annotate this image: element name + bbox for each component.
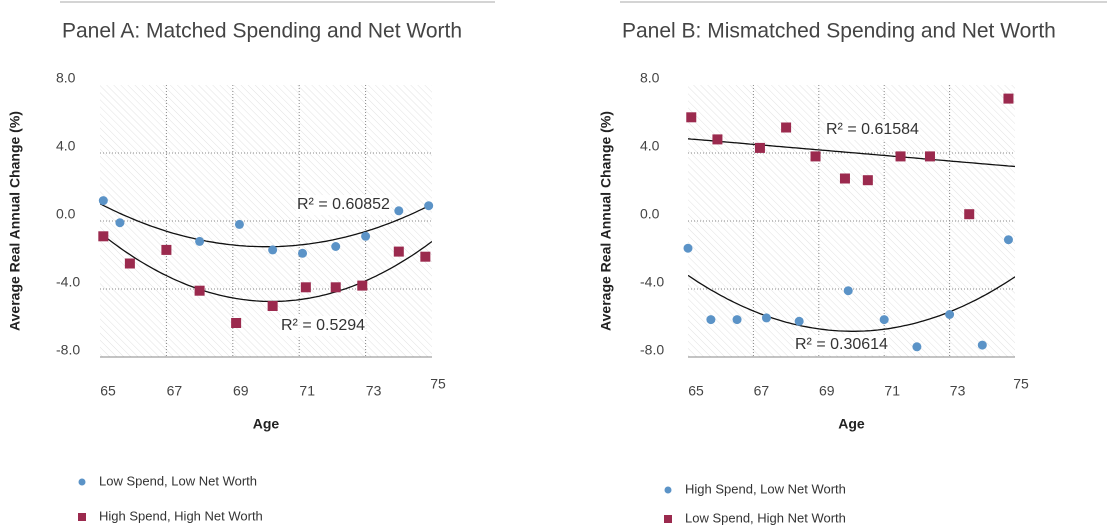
- y-axis-label: Average Real Annual Change (%): [598, 111, 614, 331]
- point: [924, 151, 935, 162]
- x-tick-label: 71: [299, 383, 315, 399]
- point: [161, 244, 172, 255]
- y-tick-label: -4.0: [56, 274, 80, 290]
- point: [977, 340, 987, 350]
- point: [98, 231, 109, 242]
- trend-line: [688, 274, 1015, 332]
- y-tick-label: -8.0: [640, 342, 664, 358]
- legend-label: High Spend, Low Net Worth: [685, 481, 846, 496]
- point: [424, 201, 434, 211]
- y-tick-label: 4.0: [640, 138, 660, 154]
- x-tick-label: 73: [366, 383, 382, 399]
- x-tick-label: 65: [100, 383, 116, 399]
- point: [754, 142, 765, 153]
- point: [1003, 235, 1013, 245]
- point: [330, 282, 341, 293]
- point: [267, 301, 278, 311]
- legend-marker: [78, 513, 86, 521]
- x-tick-label: 65: [688, 383, 704, 399]
- point: [810, 151, 821, 162]
- point: [357, 280, 368, 291]
- x-tick-label: 71: [884, 383, 900, 399]
- point: [732, 315, 742, 325]
- point: [781, 122, 792, 133]
- annotation: R² = 0.60852: [297, 196, 390, 213]
- annotation-bg: [280, 316, 367, 336]
- chart-title: Panel A: Matched Spending and Net Worth: [62, 20, 462, 43]
- point: [843, 286, 853, 296]
- chart-title: Panel B: Mismatched Spending and Net Wor…: [622, 20, 1056, 43]
- point: [300, 282, 311, 293]
- legend-marker: [664, 515, 672, 523]
- point: [794, 316, 804, 326]
- trend-line: [100, 203, 432, 248]
- point: [686, 112, 697, 123]
- y-tick-label: 8.0: [640, 70, 660, 86]
- point: [761, 313, 771, 323]
- trend-line: [688, 138, 1015, 168]
- legend-label: Low Spend, Low Net Worth: [99, 473, 257, 488]
- point: [393, 246, 404, 257]
- legend-label: High Spend, High Net Worth: [99, 508, 263, 523]
- point: [839, 173, 850, 184]
- y-tick-label: 0.0: [56, 206, 76, 222]
- x-tick-label: 67: [167, 383, 183, 399]
- point: [115, 218, 125, 228]
- point: [964, 209, 975, 220]
- y-tick-label: 0.0: [640, 206, 660, 222]
- x-tick-label: 69: [233, 383, 249, 399]
- annotation-bg: [825, 120, 920, 140]
- x-tick-label: 67: [754, 383, 770, 399]
- x-tick-label: 69: [819, 383, 835, 399]
- y-tick-label: 4.0: [56, 138, 76, 154]
- point: [912, 342, 922, 352]
- point: [234, 219, 244, 229]
- x-axis-label: Age: [253, 416, 280, 432]
- annotation-bg: [794, 335, 889, 355]
- point: [124, 258, 135, 269]
- legend-marker: [78, 478, 86, 486]
- y-axis-label: Average Real Annual Change (%): [7, 111, 23, 331]
- point: [298, 248, 308, 258]
- point: [712, 134, 723, 145]
- x-axis-label: Age: [838, 416, 865, 432]
- point: [706, 315, 716, 325]
- x-tick-label: 73: [950, 383, 966, 399]
- point: [361, 231, 371, 241]
- point: [683, 243, 693, 253]
- point: [420, 251, 431, 262]
- point: [98, 196, 108, 206]
- y-tick-label: -4.0: [640, 274, 664, 290]
- x-tick-label: 75: [1013, 376, 1029, 392]
- point: [195, 236, 205, 246]
- legend-marker: [664, 486, 672, 494]
- point: [945, 310, 955, 319]
- legend-label: Low Spend, High Net Worth: [685, 510, 846, 525]
- annotation: R² = 0.61584: [826, 121, 919, 138]
- x-tick-label: 75: [430, 376, 446, 392]
- y-tick-label: -8.0: [56, 342, 80, 358]
- point: [331, 242, 341, 251]
- point: [862, 175, 873, 186]
- point: [194, 285, 205, 296]
- annotation-bg: [296, 195, 391, 215]
- point: [231, 318, 242, 328]
- y-tick-label: 8.0: [56, 70, 76, 86]
- point: [879, 315, 889, 325]
- point: [394, 206, 404, 216]
- annotation: R² = 0.30614: [795, 336, 888, 353]
- point: [895, 151, 906, 162]
- point: [1003, 93, 1014, 104]
- point: [268, 245, 278, 255]
- trend-line: [100, 232, 432, 303]
- annotation: R² = 0.5294: [281, 317, 365, 334]
